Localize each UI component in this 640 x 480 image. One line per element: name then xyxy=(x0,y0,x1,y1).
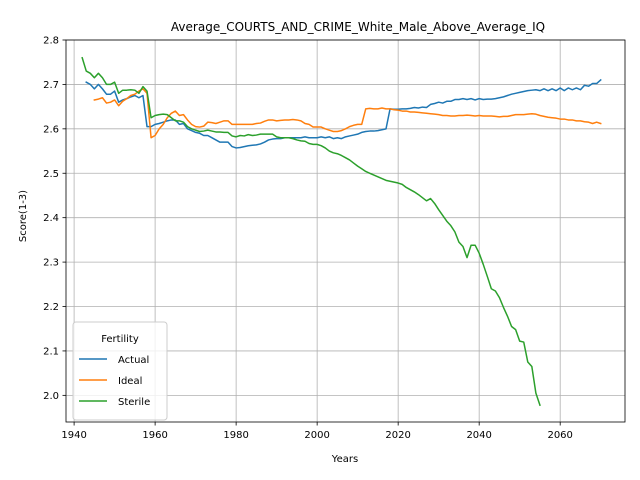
legend-box xyxy=(72,321,168,421)
y-axis-ticks: 2.0 2.1 2.2 2.3 2.4 2.5 2.6 2.7 2.8 xyxy=(43,36,66,402)
series-line-ideal xyxy=(93,88,602,139)
plot-area-frame xyxy=(65,39,626,423)
series-line-actual xyxy=(85,78,602,149)
y-tick-label: 2.8 xyxy=(43,36,59,47)
x-tick-label: 1960 xyxy=(142,430,167,441)
legend-label-ideal: Ideal xyxy=(118,376,142,387)
x-axis-ticks: 1940 1960 1980 2000 2020 2040 2060 xyxy=(61,422,573,441)
x-tick-label: 2020 xyxy=(385,430,410,441)
y-tick-label: 2.3 xyxy=(43,258,59,269)
series-lines xyxy=(81,56,602,407)
y-axis-title: Score(1-3) xyxy=(18,190,29,242)
y-tick-label: 2.6 xyxy=(43,124,59,135)
legend-label-actual: Actual xyxy=(118,355,149,366)
x-tick-label: 2060 xyxy=(547,430,572,441)
y-tick-label: 2.0 xyxy=(43,391,59,402)
y-tick-label: 2.1 xyxy=(43,346,59,357)
chart-title: Average_COURTS_AND_CRIME_White_Male_Abov… xyxy=(171,20,545,34)
legend-title: Fertility xyxy=(101,334,139,345)
series-line-sterile xyxy=(81,56,541,407)
legend-label-sterile: Sterile xyxy=(118,397,150,408)
y-tick-label: 2.5 xyxy=(43,169,59,180)
x-axis-title: Years xyxy=(331,454,358,465)
x-tick-label: 2040 xyxy=(466,430,491,441)
y-tick-label: 2.2 xyxy=(43,302,59,313)
legend: Fertility Actual Ideal Sterile xyxy=(72,321,168,421)
x-tick-label: 2000 xyxy=(304,430,329,441)
legend-entries: Actual Ideal Sterile xyxy=(79,355,150,408)
x-tick-label: 1980 xyxy=(223,430,248,441)
y-tick-label: 2.4 xyxy=(43,213,59,224)
x-tick-label: 1940 xyxy=(61,430,86,441)
y-tick-label: 2.7 xyxy=(43,80,59,91)
